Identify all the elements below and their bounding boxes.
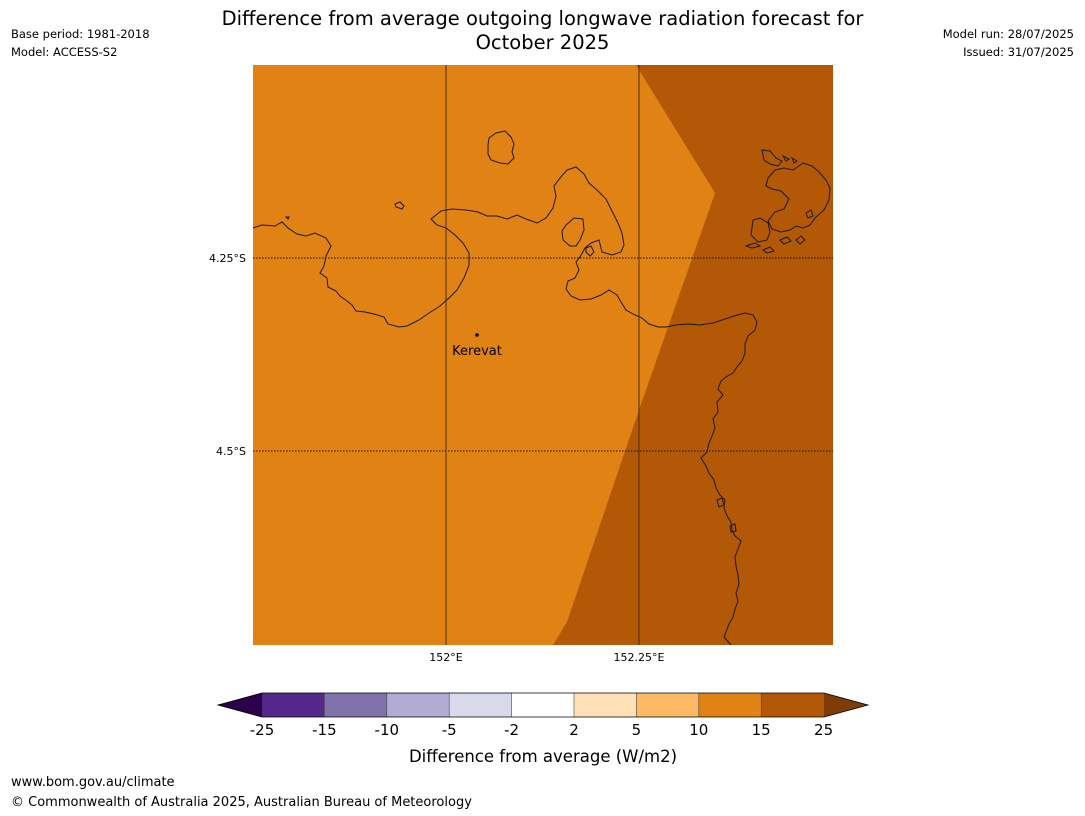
map-panel: Kerevat 4.25°S 4.5°S 152°E 152.25°E: [209, 65, 833, 664]
base-period-text: Base period: 1981-2018: [11, 27, 150, 41]
kerevat-marker: [475, 333, 479, 337]
colorbar-tick: 10: [689, 721, 708, 739]
colorbar-swatch-8: [698, 693, 762, 717]
colorbar-swatch-7: [636, 693, 699, 717]
model-text: Model: ACCESS-S2: [11, 45, 118, 59]
colorbar-extend-high: [824, 693, 868, 717]
colorbar-tick: -10: [375, 721, 400, 739]
lat-label-4-25: 4.25°S: [209, 252, 246, 265]
lon-label-152-25: 152.25°E: [614, 651, 665, 664]
title-line-1: Difference from average outgoing longwav…: [221, 7, 864, 30]
colorbar-tick: -5: [442, 721, 457, 739]
colorbar-swatch-3: [386, 693, 450, 717]
colorbar-extend-low: [218, 693, 262, 717]
colorbar: -25 -15 -10 -5 -2 2 5 10 15 25 Differenc…: [216, 692, 870, 766]
model-run-text: Model run: 28/07/2025: [942, 27, 1074, 41]
colorbar-dividers: [324, 693, 762, 717]
fill-band-15-25: [553, 65, 833, 645]
colorbar-tick: 5: [632, 721, 642, 739]
colorbar-tick: 15: [752, 721, 771, 739]
colorbar-title: Difference from average (W/m2): [409, 747, 677, 766]
colorbar-tick: -2: [504, 721, 519, 739]
colorbar-tick: -25: [250, 721, 275, 739]
footer-url[interactable]: www.bom.gov.au/climate: [11, 775, 175, 790]
colorbar-swatch-6: [574, 693, 637, 717]
meta-left: Base period: 1981-2018 Model: ACCESS-S2: [11, 25, 150, 61]
footer-copyright: © Commonwealth of Australia 2025, Austra…: [11, 795, 472, 810]
issued-text: Issued: 31/07/2025: [963, 45, 1074, 59]
colorbar-ticks: -25 -15 -10 -5 -2 2 5 10 15 25: [250, 721, 833, 739]
map-title: Difference from average outgoing longwav…: [0, 7, 1085, 55]
title-line-2: October 2025: [475, 31, 610, 54]
lon-label-152: 152°E: [429, 651, 462, 664]
kerevat-label: Kerevat: [452, 344, 502, 359]
lat-label-4-5: 4.5°S: [216, 445, 246, 458]
gridlines: [253, 65, 833, 645]
colorbar-swatch-2: [324, 693, 387, 717]
coastline: [252, 130, 831, 646]
colorbar-tick: 25: [814, 721, 833, 739]
colorbar-swatch-9: [761, 693, 824, 717]
colorbar-tick: -15: [312, 721, 337, 739]
colorbar-tick: 2: [569, 721, 579, 739]
colorbar-swatch-5: [511, 693, 574, 717]
colorbar-swatch-4: [449, 693, 512, 717]
meta-right: Model run: 28/07/2025 Issued: 31/07/2025: [943, 25, 1074, 61]
colorbar-outline: [216, 692, 870, 718]
colorbar-swatch-1: [262, 693, 325, 717]
